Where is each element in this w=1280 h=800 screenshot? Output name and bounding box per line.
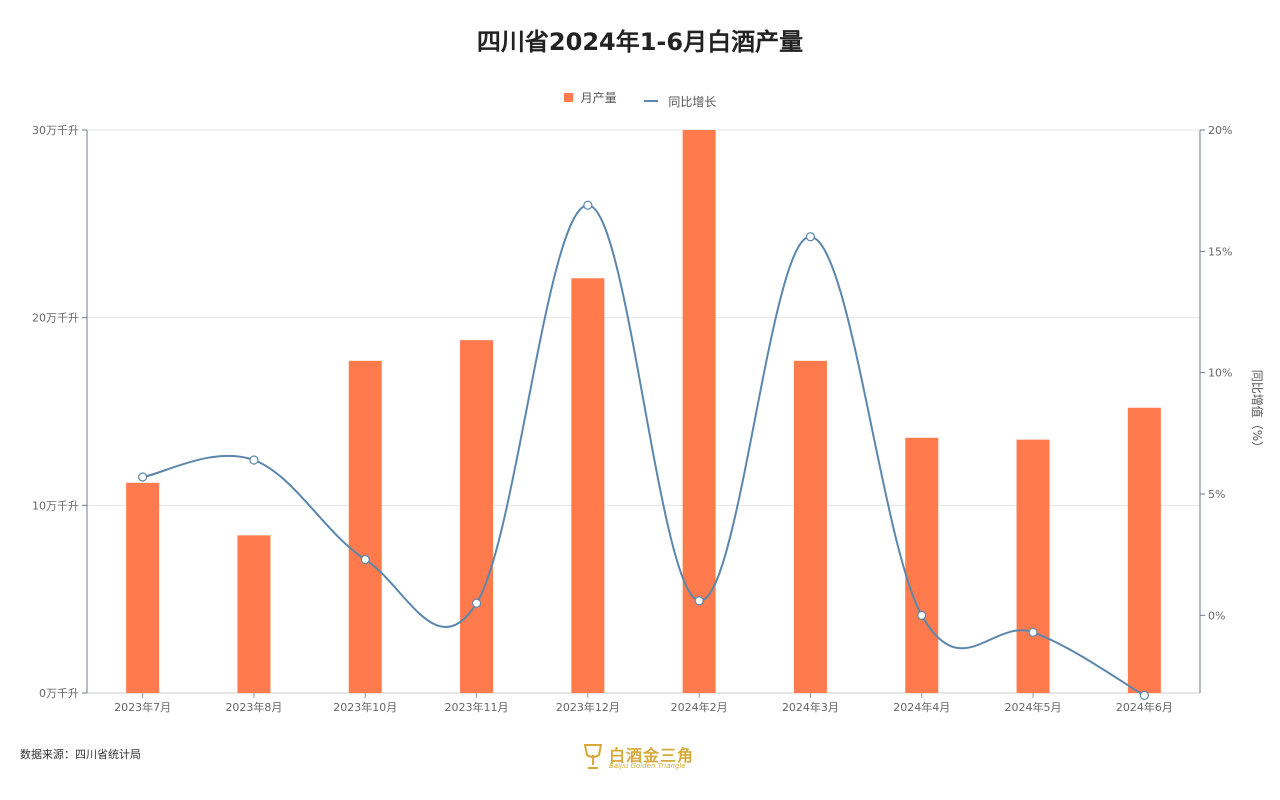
y-right-tick-label: 20% <box>1208 124 1232 137</box>
bar <box>793 360 827 693</box>
logo: 白酒金三角 Baijiu Golden Triangle <box>581 742 731 774</box>
logo-name: 白酒金三角 <box>609 746 695 765</box>
x-tick-label: 2024年6月 <box>1116 700 1173 714</box>
y-right-tick-label: 10% <box>1208 367 1232 380</box>
line-point <box>1028 627 1038 637</box>
y-left-tick-label: 30万千升 <box>32 124 79 137</box>
line-point <box>138 472 148 482</box>
bar <box>682 130 716 693</box>
x-tick-label: 2023年11月 <box>445 700 509 714</box>
y-right-tick-label: 0% <box>1208 609 1225 622</box>
x-tick-label: 2024年5月 <box>1005 700 1062 714</box>
line-point <box>360 554 370 565</box>
legend-bar-swatch <box>563 93 573 102</box>
y-right-tick-label: 15% <box>1208 245 1232 258</box>
bar <box>460 340 494 693</box>
x-tick-label: 2023年10月 <box>333 700 397 714</box>
bar <box>348 360 382 693</box>
legend: 月产量 同比增长 <box>0 89 1280 110</box>
x-tick-label: 2024年3月 <box>782 700 839 714</box>
logo-sub: Baijiu Golden Triangle <box>609 762 686 770</box>
line-point <box>249 455 259 465</box>
bar <box>237 535 271 693</box>
y-left-tick-label: 10万千升 <box>32 499 79 512</box>
y-right-tick-label: 5% <box>1208 488 1225 501</box>
legend-line-swatch <box>644 100 659 102</box>
bar <box>571 278 605 693</box>
line-point <box>471 598 482 608</box>
y-left-tick-label: 20万千升 <box>32 312 79 325</box>
line-point <box>805 232 816 242</box>
line-point <box>917 610 927 620</box>
legend-line-label: 同比增长 <box>668 94 717 109</box>
logo-icon <box>583 744 603 769</box>
series-line <box>142 204 1145 697</box>
legend-bar-label: 月产量 <box>580 91 617 105</box>
x-tick-label: 2023年12月 <box>556 700 620 714</box>
bar <box>126 482 160 693</box>
x-tick-label: 2023年8月 <box>225 700 282 714</box>
data-source: 数据来源：四川省统计局 <box>20 748 141 761</box>
bar <box>1127 407 1161 693</box>
x-tick-label: 2024年4月 <box>893 700 950 714</box>
x-tick-label: 2023年7月 <box>114 700 171 714</box>
line-point <box>694 596 704 606</box>
bar <box>1016 439 1050 693</box>
bar <box>905 437 939 693</box>
y-left-tick-label: 0万千升 <box>39 687 79 700</box>
chart-title: 四川省2024年1-6月白酒产量 <box>476 28 804 56</box>
legend-item-line[interactable]: 同比增长 <box>644 93 716 110</box>
line-point <box>583 200 593 210</box>
line-point <box>1139 690 1149 701</box>
x-tick-label: 2024年2月 <box>671 700 728 714</box>
y-right-axis-label: 同比增值（%） <box>1250 370 1265 453</box>
legend-item-bar[interactable]: 月产量 <box>563 89 617 106</box>
